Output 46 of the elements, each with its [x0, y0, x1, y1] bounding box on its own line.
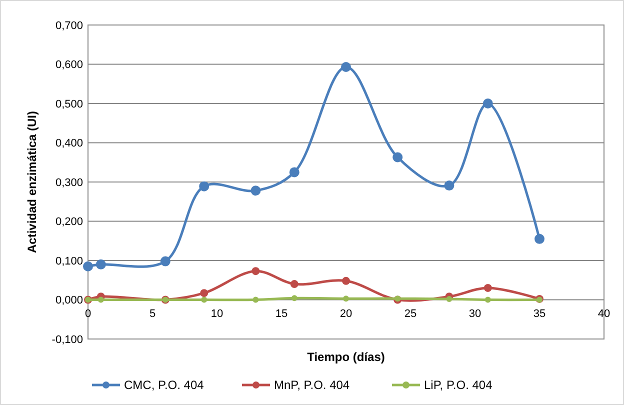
y-tick-label: 0,000 — [55, 294, 83, 307]
x-tick-label: 0 — [84, 308, 92, 320]
x-tick-label: 10 — [210, 308, 224, 320]
y-tick-label: 0,100 — [55, 255, 83, 268]
point — [343, 296, 349, 302]
point — [444, 180, 454, 191]
point — [392, 152, 403, 162]
point — [291, 295, 298, 302]
x-tick-label: 35 — [533, 308, 546, 320]
y-tick-label: 0,500 — [55, 98, 83, 110]
point — [289, 167, 300, 178]
point — [341, 62, 351, 72]
point — [83, 261, 93, 272]
point — [252, 296, 259, 303]
y-tick-label: 0,600 — [55, 59, 83, 72]
legend-label: LiP, P.O. 404 — [424, 378, 493, 392]
point — [342, 276, 350, 285]
point — [446, 296, 452, 302]
point — [252, 267, 260, 276]
y-tick-label: 0,400 — [55, 138, 83, 150]
point — [96, 259, 106, 270]
x-tick-label: 20 — [340, 308, 352, 320]
x-axis-title: Tiempo (días) — [307, 350, 385, 364]
x-tick-label: 25 — [404, 308, 417, 320]
x-tick-label: 30 — [468, 308, 482, 320]
point — [200, 289, 208, 298]
point — [482, 98, 493, 108]
legend-label: MnP, P.O. 404 — [274, 378, 350, 392]
point — [484, 296, 491, 303]
legend-label: CMC, P.O. 404 — [124, 378, 204, 392]
point — [199, 181, 210, 192]
point — [98, 296, 104, 303]
point — [484, 284, 492, 292]
point — [201, 296, 208, 303]
y-tick-label: -0,100 — [52, 334, 83, 346]
point — [534, 234, 544, 244]
y-tick-label: 0,200 — [55, 216, 83, 228]
point — [160, 256, 170, 266]
y-tick-label: 0,700 — [55, 20, 83, 32]
x-tick-label: 5 — [149, 308, 156, 320]
x-tick-label: 15 — [275, 308, 288, 320]
point — [290, 280, 298, 288]
x-tick-label: 40 — [598, 308, 610, 320]
y-axis-title: Actividad enzimática (UI) — [25, 110, 39, 254]
y-tick-label: 0,300 — [55, 176, 83, 189]
point — [250, 186, 261, 196]
